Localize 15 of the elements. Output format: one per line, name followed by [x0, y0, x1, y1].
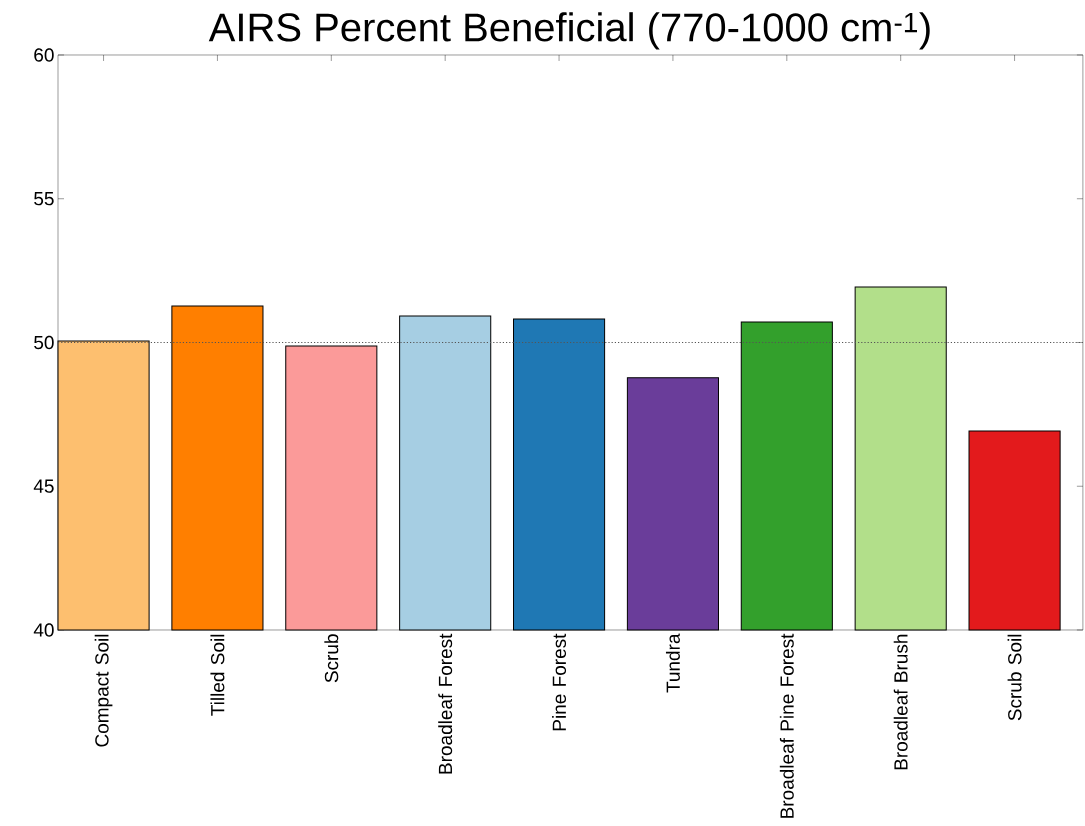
y-tick-label: 60	[34, 48, 54, 62]
x-tick-label: Scrub	[324, 634, 339, 683]
x-tick-label: Compact Soil	[94, 634, 113, 747]
y-tick-label: 40	[33, 623, 54, 637]
x-tick-label: Tundra	[665, 633, 680, 693]
x-tick-label: Broadleaf Pine Forest	[779, 633, 794, 818]
x-tick-label: Broadleaf Brush	[893, 634, 908, 770]
x-tick-label: Tilled Soil	[210, 634, 225, 716]
y-tick-label: 45	[33, 479, 54, 493]
x-tick-label: Scrub Soil	[1007, 634, 1022, 721]
x-tick-label: Broadleaf Forest	[438, 633, 453, 774]
x-tick-label: Pine Forest	[552, 633, 567, 731]
chart-title: AIRS Percent Beneficial (770-1000 cm$^{-1}$)	[208, 12, 930, 50]
y-tick-label: 55	[34, 192, 54, 206]
y-tick-label: 50	[34, 335, 54, 350]
